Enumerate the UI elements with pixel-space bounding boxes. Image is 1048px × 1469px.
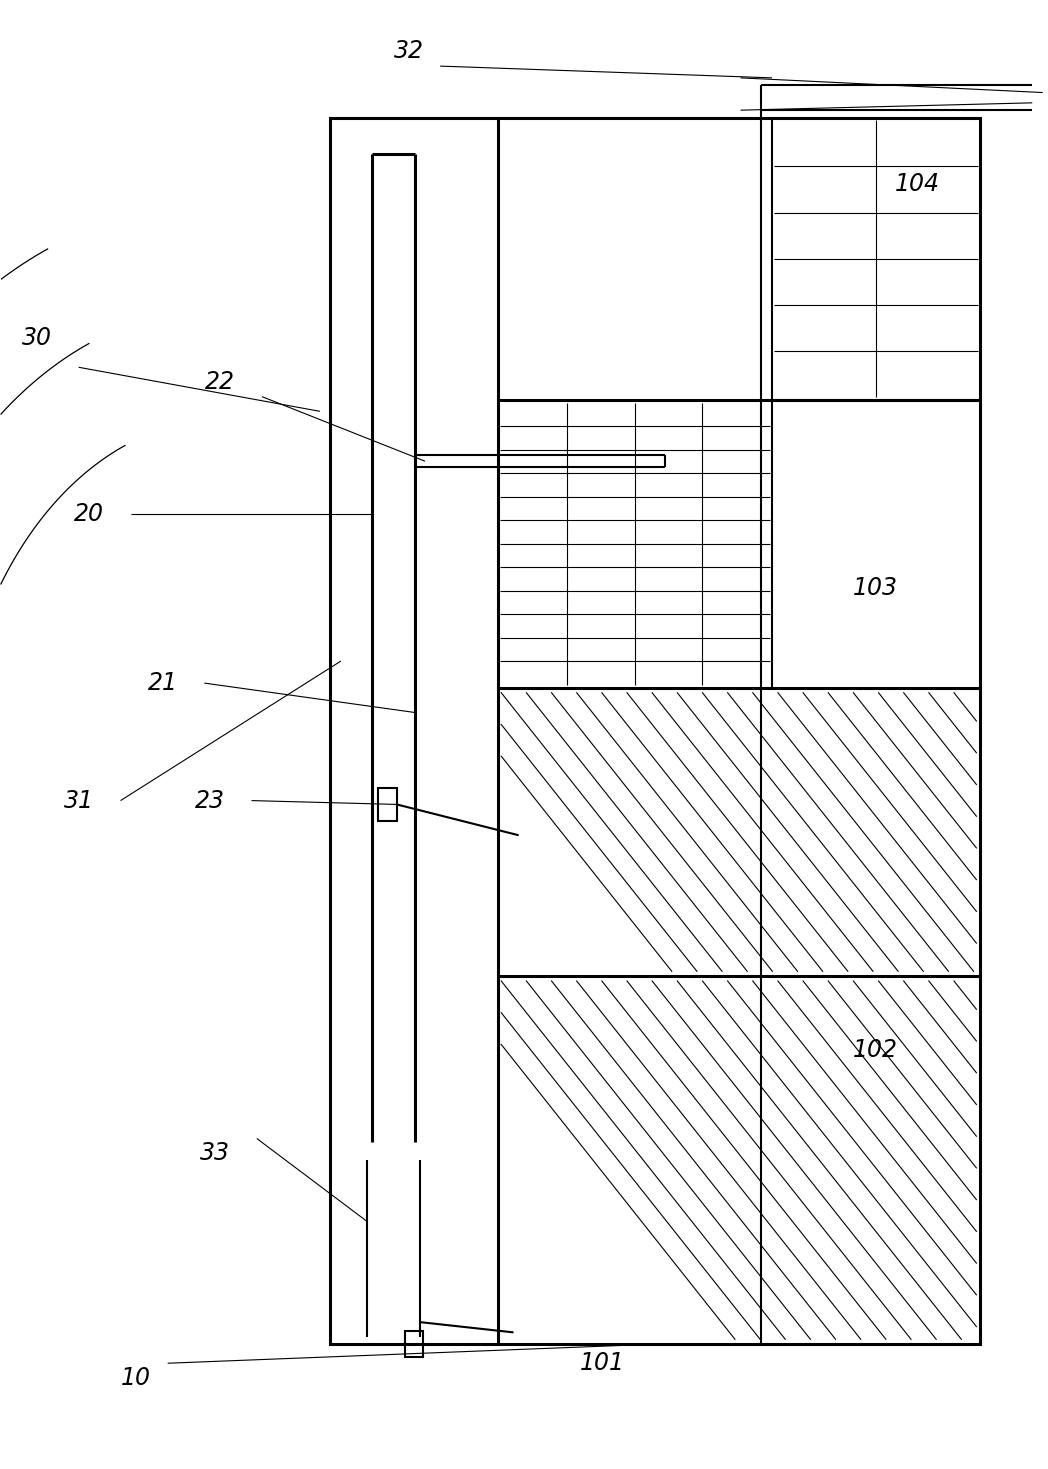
Text: 31: 31: [64, 789, 93, 812]
Text: 104: 104: [895, 172, 939, 195]
Text: 20: 20: [74, 502, 104, 526]
Text: 102: 102: [853, 1039, 897, 1062]
Text: 101: 101: [581, 1351, 625, 1375]
Bar: [330, 118, 980, 1344]
Bar: [378, 789, 397, 821]
Text: 22: 22: [205, 370, 235, 394]
Bar: [405, 1331, 423, 1357]
Text: 23: 23: [195, 789, 224, 812]
Text: 33: 33: [200, 1141, 230, 1165]
Text: 103: 103: [853, 576, 897, 599]
Text: 10: 10: [122, 1366, 151, 1390]
Text: 32: 32: [394, 40, 423, 63]
Text: 21: 21: [148, 671, 177, 695]
Text: 30: 30: [22, 326, 51, 350]
